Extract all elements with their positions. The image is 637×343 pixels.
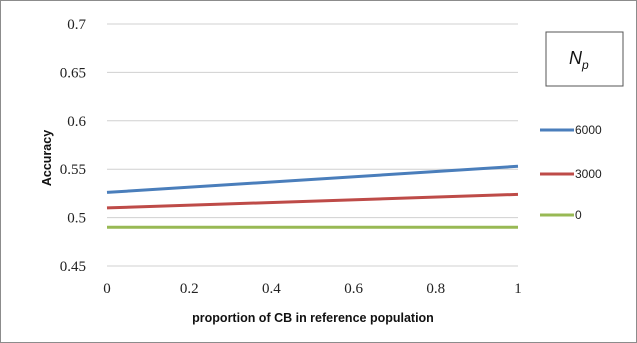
legend-title-box (545, 31, 624, 87)
series-line-6000 (106, 164, 519, 194)
legend: Np 6000 3000 0 (540, 31, 624, 222)
y-axis-title: Accuracy (40, 130, 54, 186)
legend-entries: 6000 3000 0 (540, 123, 602, 222)
y-tick-labels: 0.45 0.5 0.55 0.6 0.65 0.7 (60, 17, 87, 275)
legend-label-0: 0 (575, 208, 582, 222)
y-tick-label: 0.7 (67, 17, 86, 33)
y-tick-label: 0.6 (67, 114, 86, 130)
legend-title: Np (569, 48, 589, 72)
series-line-3000 (106, 192, 519, 210)
y-tick-label: 0.45 (60, 259, 86, 275)
x-tick-label: 1 (514, 281, 522, 297)
y-tick-label: 0.65 (60, 65, 86, 81)
y-tick-label: 0.5 (67, 211, 86, 227)
y-tick-label: 0.55 (60, 162, 86, 178)
gridlines (107, 23, 518, 267)
legend-label-3000: 3000 (575, 167, 602, 181)
x-axis-title: proportion of CB in reference population (192, 311, 434, 325)
x-tick-label: 0.2 (180, 281, 199, 297)
series-lines (106, 164, 519, 229)
x-tick-label: 0.8 (426, 281, 445, 297)
x-tick-labels: 0 0.2 0.4 0.6 0.8 1 (103, 281, 522, 297)
x-tick-label: 0 (103, 281, 111, 297)
x-tick-label: 0.4 (262, 281, 281, 297)
legend-title-main: N (569, 48, 583, 68)
x-tick-label: 0.6 (344, 281, 363, 297)
legend-title-sub: p (581, 58, 589, 72)
legend-label-6000: 6000 (575, 123, 602, 137)
